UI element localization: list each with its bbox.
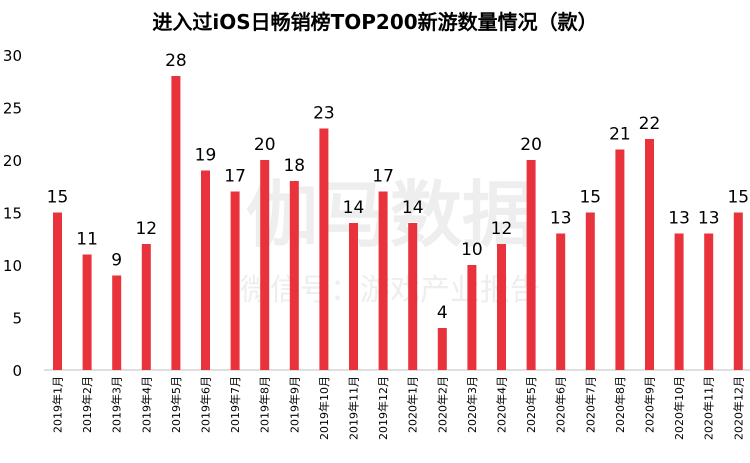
- data-label: 17: [224, 167, 246, 187]
- x-tick-label: 2020年10月: [672, 376, 686, 440]
- bar: [526, 160, 536, 370]
- data-label: 17: [372, 167, 394, 187]
- x-tick-label: 2019年10月: [317, 376, 331, 440]
- data-label: 12: [135, 219, 157, 239]
- x-tick-label: 2020年11月: [702, 376, 716, 440]
- watermark: 伽马数据 微信号：游戏产业报告: [240, 173, 540, 308]
- bar: [112, 275, 122, 370]
- x-tick-label: 2020年9月: [643, 376, 657, 433]
- bar: [289, 181, 299, 370]
- x-tick-labels: 2019年1月 2019年2月 2019年3月 2019年4月 2019年5月 2019年…: [51, 376, 746, 440]
- x-tick-label: 2020年5月: [524, 376, 538, 433]
- data-label: 15: [727, 188, 749, 208]
- data-labels: 15 11 9 12 28 19 17 20 18 23 14 17 14 4 10 12 20 13 15 21 22…: [47, 51, 749, 323]
- bar: [378, 191, 388, 370]
- x-tick-label: 2020年8月: [613, 376, 627, 433]
- data-label: 21: [609, 125, 631, 145]
- data-label: 20: [520, 135, 542, 155]
- bar: [556, 233, 566, 370]
- data-label: 19: [195, 146, 217, 166]
- bar: [201, 170, 210, 370]
- bar: [82, 254, 92, 370]
- x-tick-label: 2019年5月: [169, 376, 183, 433]
- bar: [319, 128, 329, 370]
- data-label: 13: [698, 209, 720, 229]
- y-tick-label: 20: [3, 152, 22, 170]
- data-label: 11: [76, 230, 98, 250]
- data-label: 13: [550, 209, 572, 229]
- x-tick-label: 2019年1月: [51, 376, 65, 433]
- bar: [408, 223, 418, 370]
- bar: [733, 212, 743, 370]
- chart-title: 进入过iOS日畅销榜TOP200新游数量情况（款）: [152, 10, 598, 34]
- x-tick-label: 2020年4月: [495, 376, 509, 433]
- x-tick-label: 2020年12月: [731, 376, 745, 440]
- data-label: 28: [165, 51, 187, 71]
- y-tick-label: 10: [3, 257, 22, 275]
- data-label: 15: [579, 188, 601, 208]
- bar: [615, 149, 625, 370]
- bar: [230, 191, 240, 370]
- axes: 0 5 10 15 20 25 30: [3, 47, 750, 380]
- x-tick-label: 2019年11月: [347, 376, 361, 440]
- data-label: 9: [111, 251, 122, 271]
- bar: [674, 233, 684, 370]
- bar: [260, 160, 270, 370]
- y-tick-label: 0: [12, 362, 22, 380]
- bar: [704, 233, 714, 370]
- data-label: 22: [639, 114, 661, 134]
- bar: [53, 212, 62, 370]
- data-label: 14: [343, 198, 365, 218]
- data-label: 23: [313, 104, 335, 124]
- data-label: 15: [47, 188, 69, 208]
- x-tick-label: 2019年12月: [376, 376, 390, 440]
- x-tick-label: 2020年3月: [465, 376, 479, 433]
- x-tick-label: 2020年7月: [583, 376, 597, 433]
- x-tick-label: 2019年4月: [139, 376, 153, 433]
- data-label: 18: [283, 156, 305, 176]
- y-tick-label: 15: [3, 205, 22, 223]
- bars: [53, 76, 743, 370]
- x-tick-label: 2019年8月: [258, 376, 272, 433]
- data-label: 12: [491, 219, 513, 239]
- data-label: 20: [254, 135, 276, 155]
- data-label: 10: [461, 240, 483, 260]
- bar: [497, 244, 506, 370]
- x-tick-label: 2019年2月: [80, 376, 94, 433]
- x-tick-label: 2019年7月: [228, 376, 242, 433]
- bar: [437, 328, 447, 370]
- watermark-sub: 微信号：游戏产业报告: [240, 273, 540, 308]
- data-label: 4: [437, 303, 448, 323]
- data-label: 13: [668, 209, 690, 229]
- data-label: 14: [402, 198, 424, 218]
- y-tick-label: 30: [3, 47, 22, 65]
- x-tick-label: 2019年3月: [110, 376, 124, 433]
- x-tick-label: 2020年6月: [554, 376, 568, 433]
- x-tick-label: 2020年1月: [406, 376, 420, 433]
- y-tick-label: 25: [3, 100, 22, 118]
- bar: [585, 212, 595, 370]
- y-tick-label: 5: [12, 310, 22, 328]
- bar: [349, 223, 358, 370]
- x-tick-label: 2019年6月: [199, 376, 213, 433]
- bar: [171, 76, 181, 370]
- bar: [467, 265, 477, 370]
- x-tick-label: 2019年9月: [287, 376, 301, 433]
- bar: [645, 139, 654, 370]
- x-tick-label: 2020年2月: [435, 376, 449, 433]
- bar: [141, 244, 151, 370]
